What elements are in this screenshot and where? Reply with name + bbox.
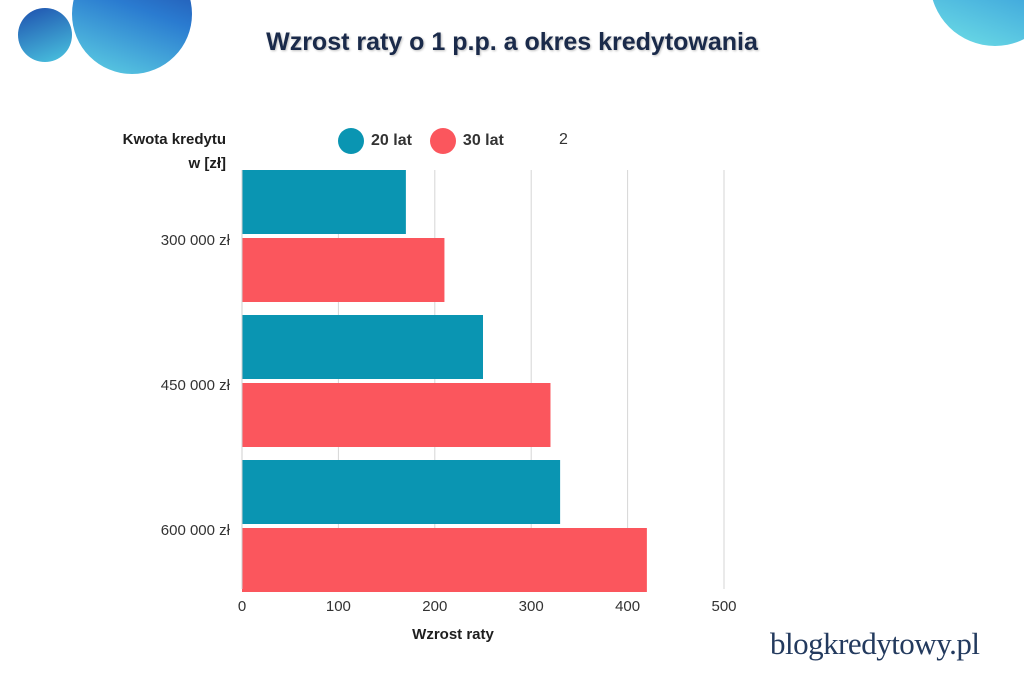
legend-swatch-30-lat (429, 128, 456, 154)
bar-30-lat-2 (242, 528, 647, 592)
legend-swatch-20-lat (338, 128, 364, 154)
legend-label-20-lat: 20 lat (371, 132, 412, 149)
y-category-label-1: 450 000 zł (161, 377, 231, 394)
x-tick-label-500: 500 (711, 598, 736, 615)
bar-20-lat-0 (242, 170, 406, 234)
bar-20-lat-1 (242, 315, 483, 379)
decorative-circle-small (18, 8, 72, 62)
brand-logo: blogkredytowy.pl (770, 626, 980, 661)
legend-label-30-lat: 30 lat (462, 132, 504, 149)
legend-item-30-lat: 30 lat (429, 128, 504, 154)
x-tick-label-0: 0 (238, 598, 246, 615)
y-category-label-2: 600 000 zł (161, 522, 231, 539)
x-tick-label-400: 400 (615, 598, 640, 615)
x-tick-label-100: 100 (326, 598, 351, 615)
y-axis-title: Kwota kredytu w [zł] (100, 128, 226, 176)
y-axis-title-line-2: w [zł] (188, 155, 227, 172)
x-tick-label-200: 200 (422, 598, 447, 615)
y-category-label-0: 300 000 zł (161, 232, 231, 249)
stray-label: 2 (559, 131, 568, 148)
legend: 20 lat 30 lat (338, 127, 522, 155)
bar-30-lat-1 (242, 383, 551, 447)
x-axis-title: Wzrost raty (412, 626, 494, 643)
chart-title: Wzrost raty o 1 p.p. a okres kredytowani… (266, 28, 758, 56)
bar-20-lat-2 (242, 460, 561, 524)
legend-item-20-lat: 20 lat (338, 128, 412, 154)
bar-30-lat-0 (242, 238, 445, 302)
x-tick-label-300: 300 (519, 598, 544, 615)
y-axis-title-line-1: Kwota kredytu (122, 131, 226, 148)
